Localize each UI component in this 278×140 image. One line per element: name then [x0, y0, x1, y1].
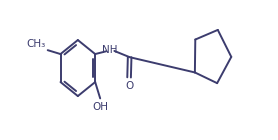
Text: CH₃: CH₃ — [26, 39, 46, 49]
Text: NH: NH — [102, 45, 117, 55]
Text: O: O — [125, 81, 133, 91]
Text: OH: OH — [92, 102, 108, 111]
